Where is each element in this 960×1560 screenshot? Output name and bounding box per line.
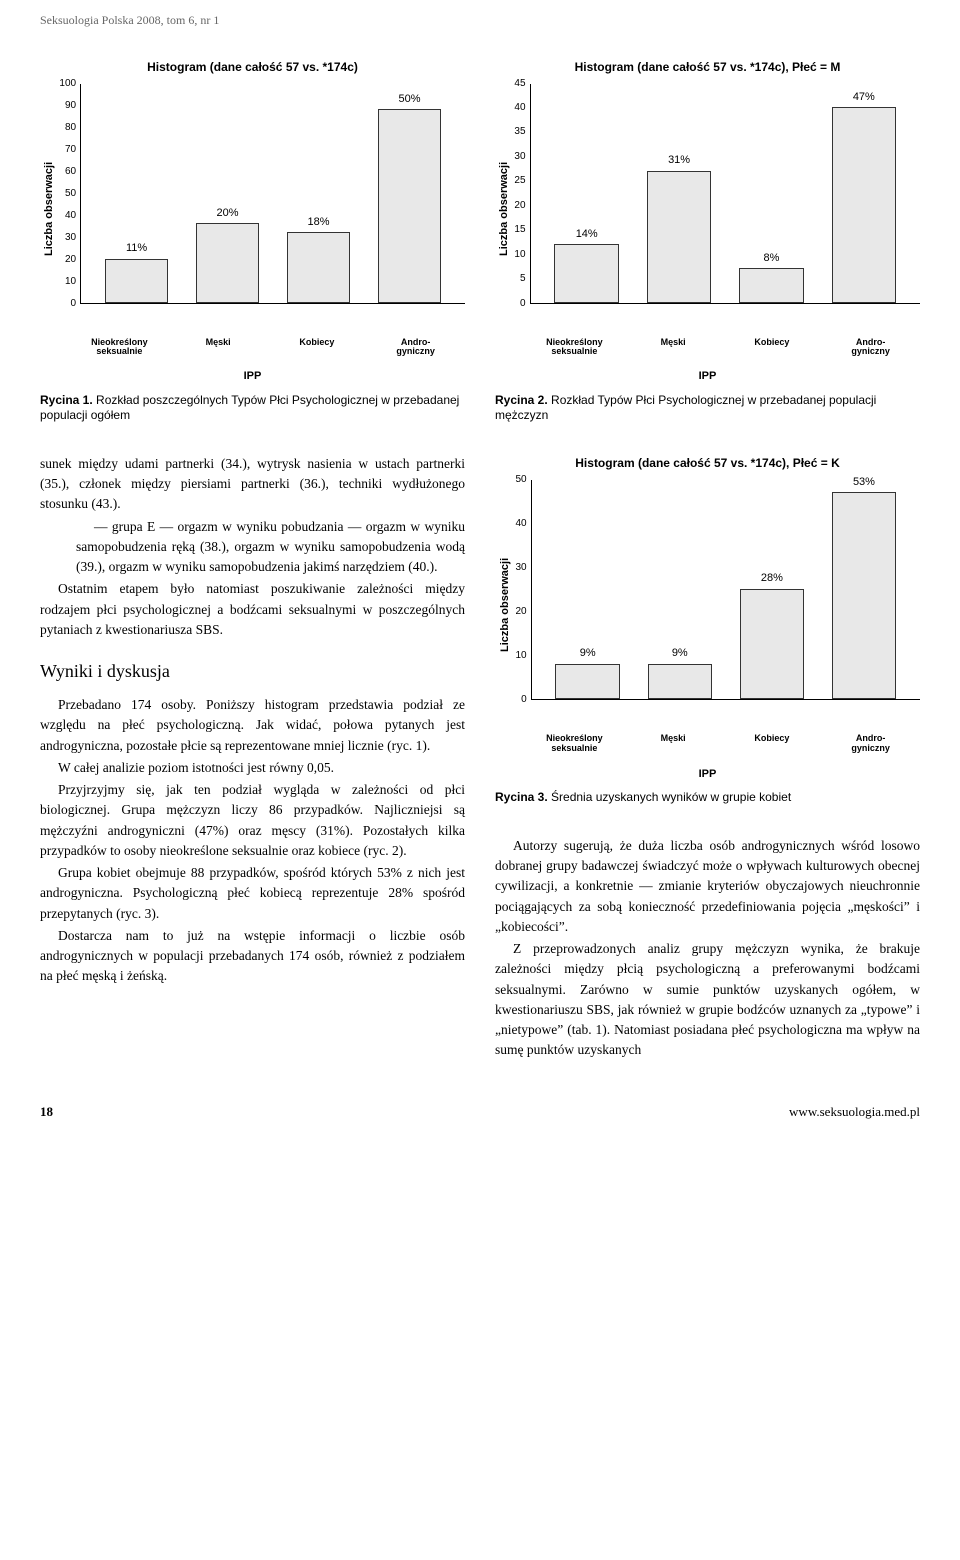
body-p4: Przebadano 174 osoby. Poniższy histogram… [40, 695, 465, 756]
body-p5: W całej analizie poziom istotności jest … [40, 758, 465, 778]
bar-value-label: 53% [853, 474, 875, 491]
chart-3-xlabel: IPP [495, 766, 920, 783]
x-tick-label: Nieokreślonyseksualnie [525, 338, 624, 358]
chart-2-ylabel: Liczba obserwacji [495, 84, 514, 334]
chart-2-title: Histogram (dane całość 57 vs. *174c), Pł… [495, 59, 920, 76]
body-right-p1: Autorzy sugerują, że duża liczba osób an… [495, 836, 920, 937]
chart-2-xlabel: IPP [495, 369, 920, 384]
chart-1-xaxis: NieokreślonyseksualnieMęskiKobiecyAndro-… [40, 338, 465, 358]
bar-value-label: 9% [672, 645, 688, 662]
x-tick-label: Nieokreślonyseksualnie [70, 338, 169, 358]
x-tick-label: Andro-gyniczny [366, 338, 465, 358]
body-p3: Ostatnim etapem było natomiast poszukiwa… [40, 579, 465, 640]
bar: 9% [634, 645, 726, 699]
bar: 20% [182, 206, 273, 303]
chart-1-yaxis: 0102030405060708090100 [59, 84, 80, 304]
bar: 18% [273, 215, 364, 303]
x-tick-label: Kobiecy [268, 338, 367, 358]
bar: 50% [364, 92, 455, 303]
chart-1: Histogram (dane całość 57 vs. *174c) Lic… [40, 59, 465, 424]
bar-value-label: 8% [764, 251, 780, 266]
x-tick-label: Andro-gyniczny [821, 338, 920, 358]
bar: 28% [726, 570, 818, 699]
section-heading: Wyniki i dyskusja [40, 658, 465, 685]
bar: 8% [725, 251, 817, 303]
chart-1-title: Histogram (dane całość 57 vs. *174c) [40, 59, 465, 76]
page-number: 18 [40, 1103, 53, 1121]
chart-3-title: Histogram (dane całość 57 vs. *174c), Pł… [495, 454, 920, 472]
chart-3: Histogram (dane całość 57 vs. *174c), Pł… [495, 454, 920, 806]
top-charts-row: Histogram (dane całość 57 vs. *174c) Lic… [40, 59, 920, 424]
bar: 53% [818, 474, 910, 699]
chart-2-yaxis: 051015202530354045 [514, 84, 529, 304]
bar-value-label: 50% [399, 92, 421, 107]
x-tick-label: Kobiecy [723, 734, 822, 754]
chart-3-yaxis: 01020304050 [516, 480, 531, 700]
x-tick-label: Andro-gyniczny [821, 734, 920, 754]
bar-value-label: 28% [761, 570, 783, 587]
chart-1-caption: Rycina 1. Rozkład poszczególnych Typów P… [40, 393, 465, 424]
body-p7: Grupa kobiet obejmuje 88 przypadków, spo… [40, 863, 465, 924]
x-tick-label: Męski [624, 734, 723, 754]
chart-2-xaxis: NieokreślonyseksualnieMęskiKobiecyAndro-… [495, 338, 920, 358]
body-columns: sunek między udami partnerki (34.), wytr… [40, 454, 920, 1063]
chart-1-plot: 11% 20% 18% 50% [80, 84, 465, 304]
right-column: Histogram (dane całość 57 vs. *174c), Pł… [495, 454, 920, 1063]
footer-url: www.seksuologia.med.pl [789, 1103, 920, 1121]
x-tick-label: Kobiecy [723, 338, 822, 358]
bar-value-label: 31% [668, 153, 690, 168]
chart-1-xlabel: IPP [40, 369, 465, 384]
bar: 47% [818, 90, 910, 303]
x-tick-label: Nieokreślonyseksualnie [525, 734, 624, 754]
chart-3-ylabel: Liczba obserwacji [495, 480, 516, 730]
chart-1-ylabel: Liczba obserwacji [40, 84, 59, 334]
chart-2-plot: 14% 31% 8% 47% [530, 84, 920, 304]
chart-2: Histogram (dane całość 57 vs. *174c), Pł… [495, 59, 920, 424]
chart-3-plot: 9%9%28%53% [531, 480, 920, 700]
bar: 14% [541, 227, 633, 303]
body-p1: sunek między udami partnerki (34.), wytr… [40, 454, 465, 515]
bar-value-label: 47% [853, 90, 875, 105]
bar-value-label: 14% [576, 227, 598, 242]
chart-2-caption: Rycina 2. Rozkład Typów Płci Psychologic… [495, 393, 920, 424]
x-tick-label: Męski [169, 338, 268, 358]
bar: 31% [633, 153, 725, 302]
left-column: sunek między udami partnerki (34.), wytr… [40, 454, 465, 1063]
bar-value-label: 20% [217, 206, 239, 221]
body-p2: — grupa E — orgazm w wyniku pobudzania —… [40, 517, 465, 578]
page-footer: 18 www.seksuologia.med.pl [40, 1103, 920, 1121]
body-p8: Dostarcza nam to już na wstępie informac… [40, 926, 465, 987]
bar-value-label: 9% [580, 645, 596, 662]
bar-value-label: 18% [308, 215, 330, 230]
bar: 9% [542, 645, 634, 699]
chart-3-xaxis: NieokreślonyseksualnieMęskiKobiecyAndro-… [495, 734, 920, 754]
bar: 11% [91, 241, 182, 302]
body-right-p2: Z przeprowadzonych analiz grupy mężczyzn… [495, 939, 920, 1061]
journal-header: Seksuologia Polska 2008, tom 6, nr 1 [40, 12, 920, 29]
chart-3-caption: Rycina 3. Średnia uzyskanych wyników w g… [495, 790, 920, 806]
body-p6: Przyjrzyjmy się, jak ten podział wygląda… [40, 780, 465, 861]
x-tick-label: Męski [624, 338, 723, 358]
bar-value-label: 11% [126, 241, 147, 256]
